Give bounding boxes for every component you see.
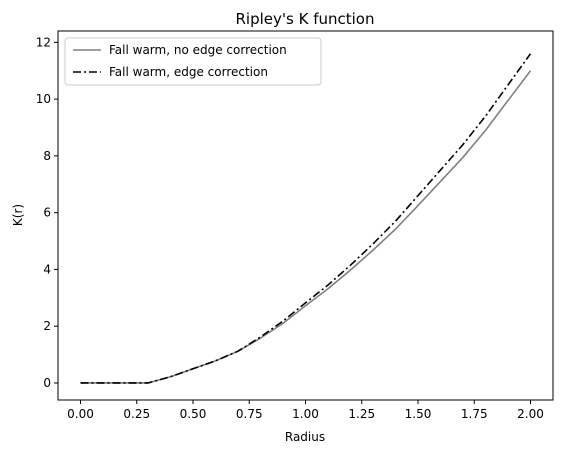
series-line-2 [81,54,531,383]
y-tick-label: 0 [43,376,51,390]
y-tick-label: 8 [43,149,51,163]
x-axis: 0.00 0.25 0.50 0.75 1.00 1.25 1.50 1.75 2.00 [67,400,544,421]
x-axis-label: Radius [285,430,325,444]
x-tick-label: 1.00 [292,407,319,421]
x-tick-label: 0.50 [180,407,207,421]
x-tick-label: 1.75 [461,407,488,421]
y-tick-label: 2 [43,319,51,333]
x-tick-label: 2.00 [517,407,544,421]
x-tick-label: 1.25 [348,407,375,421]
y-tick-label: 4 [43,262,51,276]
chart-title: Ripley's K function [236,10,375,28]
x-tick-label: 0.25 [123,407,150,421]
legend-label-1: Fall warm, no edge correction [109,43,287,57]
y-tick-label: 10 [36,92,51,106]
series-line-1 [81,71,531,383]
y-axis-label: K(r) [11,204,25,226]
x-tick-label: 0.75 [236,407,263,421]
y-tick-label: 12 [36,35,51,49]
legend: Fall warm, no edge correction Fall warm, … [65,38,321,85]
series-lines [81,54,531,383]
x-tick-label: 1.50 [405,407,432,421]
y-axis: 0 2 4 6 8 10 12 [36,35,58,390]
x-tick-label: 0.00 [67,407,94,421]
plot-frame [58,31,553,400]
y-tick-label: 6 [43,206,51,220]
legend-label-2: Fall warm, edge correction [109,65,268,79]
